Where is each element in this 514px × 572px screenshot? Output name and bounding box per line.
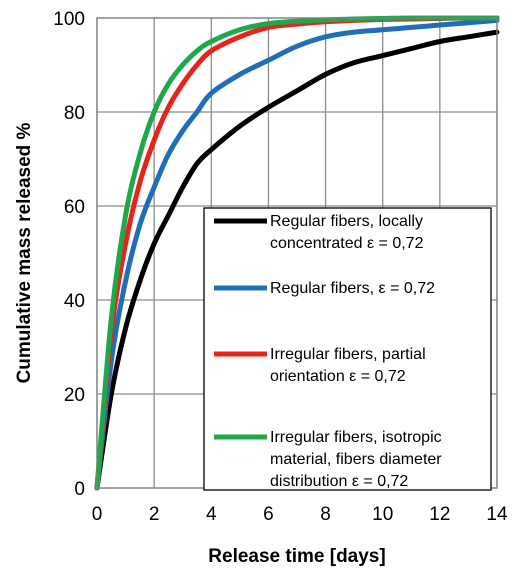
legend-label-4: Irregular fibers, isotropic — [270, 429, 442, 446]
y-tick-label: 60 — [64, 197, 85, 218]
legend-label-4: distribution ε = 0,72 — [270, 473, 408, 490]
legend-label-1: Regular fibers, locally — [270, 213, 423, 230]
x-tick-label: 0 — [92, 504, 103, 525]
x-tick-label: 10 — [372, 504, 393, 525]
y-tick-label: 100 — [53, 9, 85, 30]
y-axis-title: Cumulative mass released % — [14, 122, 35, 383]
y-tick-label: 40 — [64, 291, 85, 312]
x-axis-title: Release time [days] — [208, 546, 385, 567]
y-tick-label: 20 — [64, 385, 85, 406]
x-tick-label: 6 — [263, 504, 274, 525]
y-tick-label: 0 — [74, 479, 85, 500]
legend-label-3: orientation ε = 0,72 — [270, 368, 406, 385]
y-tick-label: 80 — [64, 103, 85, 124]
legend-label-2: Regular fibers, ε = 0,72 — [270, 280, 435, 297]
legend-label-3: Irregular fibers, partial — [270, 346, 426, 363]
legend-box — [203, 207, 492, 491]
series-line-1 — [94, 29, 500, 491]
x-tick-label: 12 — [429, 504, 450, 525]
x-tick-label: 4 — [206, 504, 217, 525]
legend-label-1: concentrated ε = 0,72 — [270, 235, 424, 252]
x-tick-label: 8 — [320, 504, 331, 525]
legend-label-4: material, fibers diameter — [270, 451, 442, 468]
series-line-2 — [94, 17, 500, 491]
y-tick-labels: 0 20 40 60 80 100 — [53, 9, 85, 500]
x-tick-label: 14 — [486, 504, 508, 525]
x-tick-label: 2 — [149, 504, 160, 525]
x-tick-labels: 0 2 4 6 8 10 12 14 — [92, 504, 508, 525]
legend: Regular fibers, locally concentrated ε = … — [203, 207, 492, 491]
